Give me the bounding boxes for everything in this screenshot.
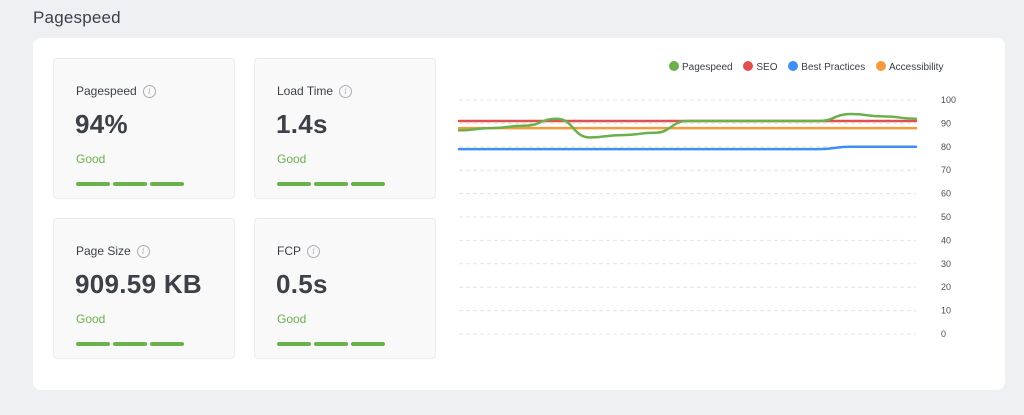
legend-item-best-practices[interactable]: Best Practices [788,61,865,73]
legend-item-accessibility[interactable]: Accessibility [876,61,943,73]
y-tick-label: 0 [941,329,946,339]
fcp-card-label: FCP i [277,244,320,258]
pagespeed-card: Pagespeed i 94% Good [53,58,235,199]
legend-dot [876,61,886,71]
info-icon[interactable]: i [339,85,353,98]
y-tick-label: 30 [941,259,951,269]
y-tick-label: 50 [941,212,951,222]
status-bars [277,333,388,351]
y-tick-label: 10 [941,306,951,316]
series-line-best-practices[interactable] [457,145,918,151]
legend-dot [788,61,799,71]
legend-item-pagespeed[interactable]: Pagespeed [669,61,733,73]
pagespeed-card-value: 94% [75,109,128,139]
info-icon[interactable]: i [142,85,156,98]
page-size-card-label: Page Size i [76,244,150,258]
load-time-card-status: Good [277,152,307,166]
fcp-card-value: 0.5s [276,269,328,299]
status-bars [76,333,187,351]
y-tick-label: 100 [941,95,956,105]
pagespeed-card-label: Pagespeed i [76,84,156,98]
fcp-card: FCP i 0.5s Good [254,218,436,359]
y-tick-label: 80 [941,142,951,152]
y-tick-label: 40 [941,235,951,245]
load-time-card: Load Time i 1.4s Good [254,58,436,199]
page-size-card: Page Size i 909.59 KB Good [53,218,235,359]
legend-dot [669,61,679,71]
legend-dot [743,61,754,71]
status-bars [277,173,388,191]
pagespeed-card-status: Good [76,152,106,166]
load-time-card-label: Load Time i [277,84,353,98]
info-icon[interactable]: i [136,245,150,258]
section-title: Pagespeed [33,8,121,27]
series-line-pagespeed[interactable] [457,112,918,139]
y-tick-label: 60 [941,189,951,199]
info-icon[interactable]: i [307,245,320,258]
page-size-card-value: 909.59 KB [75,269,202,299]
fcp-card-status: Good [277,312,307,326]
chart-legend: Pagespeed SEO Best Practices Accessibili… [669,61,951,75]
pagespeed-panel: Pagespeed i 94% Good Load Time i 1.4s Good… [33,38,1005,390]
y-tick-label: 70 [941,165,951,175]
load-time-card-value: 1.4s [276,109,328,139]
status-bars [76,173,187,191]
page-size-card-status: Good [76,312,106,326]
legend-item-seo[interactable]: SEO [743,61,778,73]
y-tick-label: 20 [941,282,951,292]
y-tick-label: 90 [941,118,951,128]
